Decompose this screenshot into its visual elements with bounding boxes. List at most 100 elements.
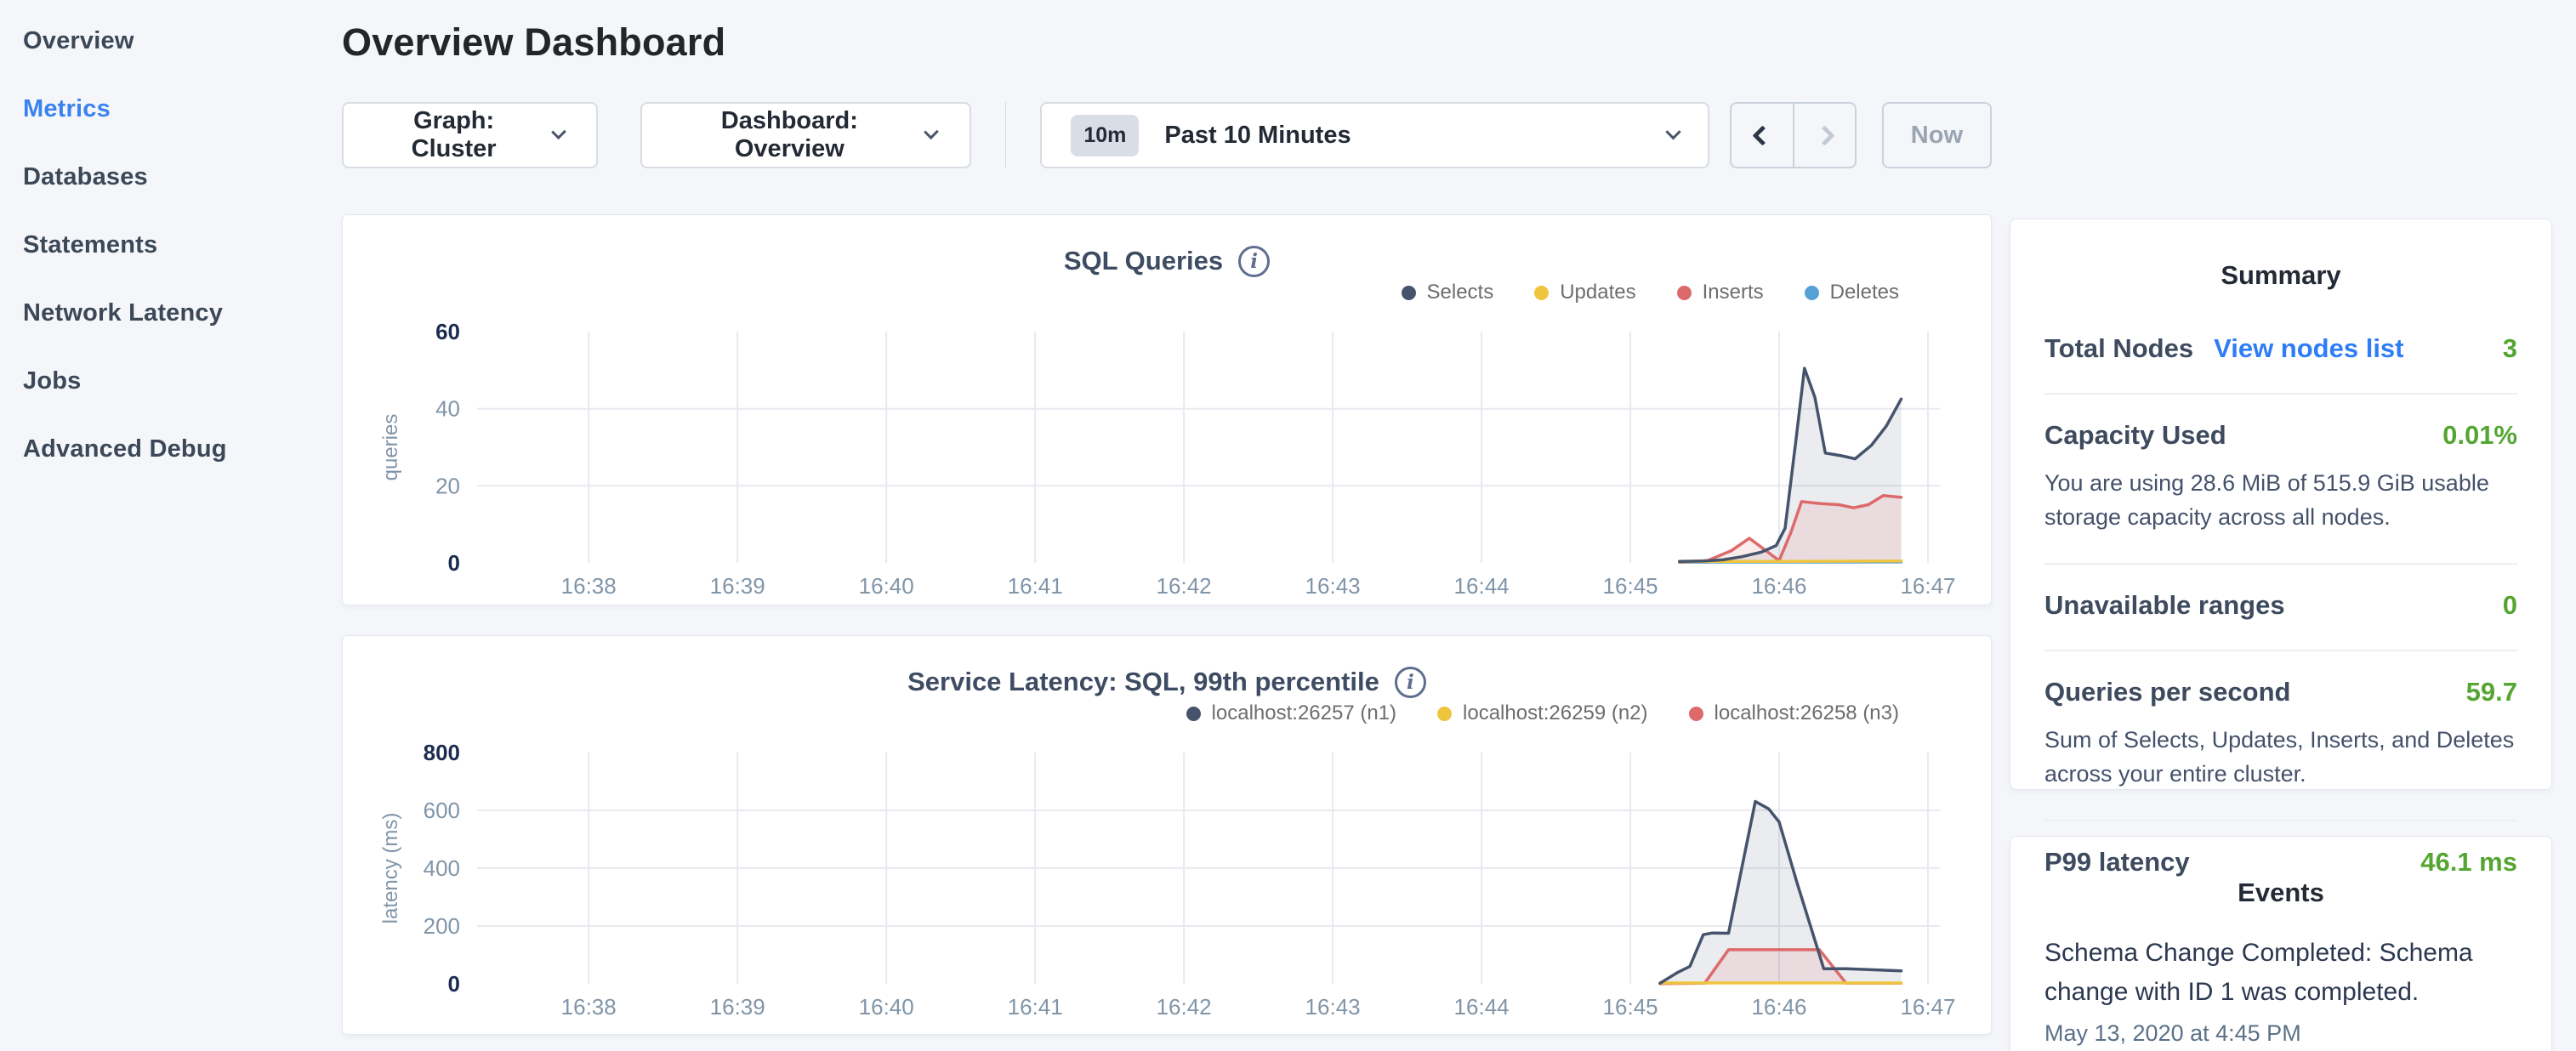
summary-row-subtext: You are using 28.6 MiB of 515.9 GiB usab… <box>2044 466 2517 534</box>
sidebar-item-overview[interactable]: Overview <box>0 7 342 75</box>
chevron-down-icon <box>924 124 940 139</box>
legend-dot-icon <box>1805 286 1819 300</box>
svg-text:16:40: 16:40 <box>859 994 914 1020</box>
svg-text:16:42: 16:42 <box>1157 994 1212 1020</box>
summary-row-label: Total Nodes <box>2044 333 2193 364</box>
legend-item[interactable]: Updates <box>1534 281 1635 304</box>
controls-divider <box>1005 102 1007 168</box>
summary-row-value: 0 <box>2503 590 2517 621</box>
svg-text:20: 20 <box>435 473 460 498</box>
main-content: Overview Dashboard Graph: Cluster Dashbo… <box>342 0 1992 1051</box>
sidebar-item-metrics[interactable]: Metrics <box>0 75 342 143</box>
legend-dot-icon <box>1437 707 1452 721</box>
time-window-label: Past 10 Minutes <box>1164 122 1351 150</box>
legend-label: Selects <box>1427 281 1494 304</box>
graph-dropdown-label: Graph: Cluster <box>376 107 532 163</box>
svg-text:16:44: 16:44 <box>1454 994 1510 1020</box>
svg-text:0: 0 <box>448 971 460 997</box>
svg-text:800: 800 <box>424 740 460 765</box>
legend-item[interactable]: Selects <box>1402 281 1494 304</box>
chart-legend: Selects Updates Inserts Deletes <box>343 280 1991 305</box>
chart-legend: localhost:26257 (n1) localhost:26259 (n2)… <box>343 701 1991 726</box>
legend-item[interactable]: localhost:26258 (n3) <box>1689 702 1899 725</box>
summary-row: Unavailable ranges0 <box>2044 565 2517 651</box>
chart-header: Service Latency: SQL, 99th percentile i <box>343 636 1991 701</box>
event-timestamp: May 13, 2020 at 4:45 PM <box>2044 1020 2517 1047</box>
prev-time-button[interactable] <box>1732 104 1793 167</box>
time-window-dropdown[interactable]: 10m Past 10 Minutes <box>1040 102 1709 168</box>
sql-queries-chart-card: SQL Queries i Selects Updates Inserts Delet… <box>342 214 1992 605</box>
view-nodes-list-link[interactable]: View nodes list <box>2214 333 2403 364</box>
svg-text:16:47: 16:47 <box>1900 994 1955 1020</box>
info-icon[interactable]: i <box>1238 246 1270 277</box>
legend-item[interactable]: Inserts <box>1677 281 1764 304</box>
svg-text:16:43: 16:43 <box>1305 573 1361 599</box>
legend-label: Updates <box>1560 281 1635 304</box>
sidebar-nav: OverviewMetricsDatabasesStatementsNetwor… <box>0 7 342 483</box>
chart-header: SQL Queries i <box>343 215 1991 280</box>
legend-item[interactable]: Deletes <box>1805 281 1899 304</box>
service-latency-chart-card: Service Latency: SQL, 99th percentile i … <box>342 635 1992 1035</box>
svg-text:16:45: 16:45 <box>1603 994 1658 1020</box>
now-button[interactable]: Now <box>1882 102 1992 168</box>
chevron-left-icon <box>1752 125 1772 145</box>
svg-text:400: 400 <box>424 855 460 881</box>
event-item[interactable]: Schema Change Completed: Schema change w… <box>2044 925 2517 1047</box>
sidebar-item-jobs[interactable]: Jobs <box>0 347 342 415</box>
legend-label: Deletes <box>1830 281 1899 304</box>
svg-text:40: 40 <box>435 396 460 422</box>
dashboard-dropdown-label: Dashboard: Overview <box>674 107 904 163</box>
svg-text:latency (ms): latency (ms) <box>379 813 402 924</box>
info-icon[interactable]: i <box>1395 667 1426 698</box>
svg-text:16:39: 16:39 <box>710 994 765 1020</box>
sidebar-item-advanced-debug[interactable]: Advanced Debug <box>0 415 342 483</box>
summary-panel: Summary Total Nodes View nodes list 3 Capac… <box>2010 219 2552 790</box>
svg-text:0: 0 <box>448 550 460 576</box>
summary-row-subtext: Sum of Selects, Updates, Inserts, and De… <box>2044 723 2517 791</box>
events-list: Schema Change Completed: Schema change w… <box>2044 925 2517 1047</box>
legend-item[interactable]: localhost:26257 (n1) <box>1186 702 1396 725</box>
svg-text:16:42: 16:42 <box>1157 573 1212 599</box>
svg-text:16:40: 16:40 <box>859 573 914 599</box>
chevron-right-icon <box>1815 125 1835 145</box>
legend-dot-icon <box>1689 707 1703 721</box>
summary-row-value: 3 <box>2503 333 2517 364</box>
time-window-badge: 10m <box>1071 115 1139 156</box>
chart-svg[interactable]: 020040060080016:3816:3916:4016:4116:4216… <box>343 726 1991 1024</box>
legend-dot-icon <box>1186 707 1201 721</box>
dashboard-dropdown[interactable]: Dashboard: Overview <box>640 102 970 168</box>
svg-text:queries: queries <box>379 414 402 481</box>
sidebar-item-network-latency[interactable]: Network Latency <box>0 279 342 347</box>
svg-text:16:38: 16:38 <box>561 573 617 599</box>
graph-dropdown[interactable]: Graph: Cluster <box>342 102 598 168</box>
chevron-down-icon <box>551 124 566 139</box>
legend-item[interactable]: localhost:26259 (n2) <box>1437 702 1647 725</box>
next-time-button[interactable] <box>1793 104 1854 167</box>
summary-row-label: Queries per second <box>2044 677 2290 707</box>
summary-row-value: 59.7 <box>2466 677 2517 707</box>
summary-rows: Total Nodes View nodes list 3 Capacity Used… <box>2044 308 2517 906</box>
sidebar-item-databases[interactable]: Databases <box>0 143 342 211</box>
controls-bar: Graph: Cluster Dashboard: Overview 10m P… <box>342 102 1992 168</box>
sidebar: OverviewMetricsDatabasesStatementsNetwor… <box>0 0 342 1051</box>
right-column: Summary Total Nodes View nodes list 3 Capac… <box>1992 0 2576 1051</box>
chart-svg[interactable]: 020406016:3816:3916:4016:4116:4216:4316:… <box>343 305 1991 603</box>
svg-text:16:38: 16:38 <box>561 994 617 1020</box>
db-console-page: OverviewMetricsDatabasesStatementsNetwor… <box>0 0 2576 1051</box>
page-title: Overview Dashboard <box>342 17 1992 68</box>
chevron-down-icon <box>1666 124 1681 139</box>
svg-text:16:43: 16:43 <box>1305 994 1361 1020</box>
service-latency-plot[interactable]: 020040060080016:3816:3916:4016:4116:4216… <box>343 726 1991 1024</box>
summary-title: Summary <box>2044 219 2517 308</box>
svg-text:16:44: 16:44 <box>1454 573 1510 599</box>
summary-row: Total Nodes View nodes list 3 <box>2044 308 2517 395</box>
svg-text:16:41: 16:41 <box>1008 573 1063 599</box>
sidebar-item-statements[interactable]: Statements <box>0 211 342 279</box>
legend-label: localhost:26259 (n2) <box>1463 702 1647 725</box>
sql-queries-plot[interactable]: 020406016:3816:3916:4016:4116:4216:4316:… <box>343 305 1991 603</box>
svg-text:16:46: 16:46 <box>1751 573 1806 599</box>
svg-text:200: 200 <box>424 913 460 939</box>
svg-text:60: 60 <box>435 319 460 344</box>
summary-row-label: Capacity Used <box>2044 420 2226 451</box>
chart-title: SQL Queries <box>1064 246 1223 276</box>
